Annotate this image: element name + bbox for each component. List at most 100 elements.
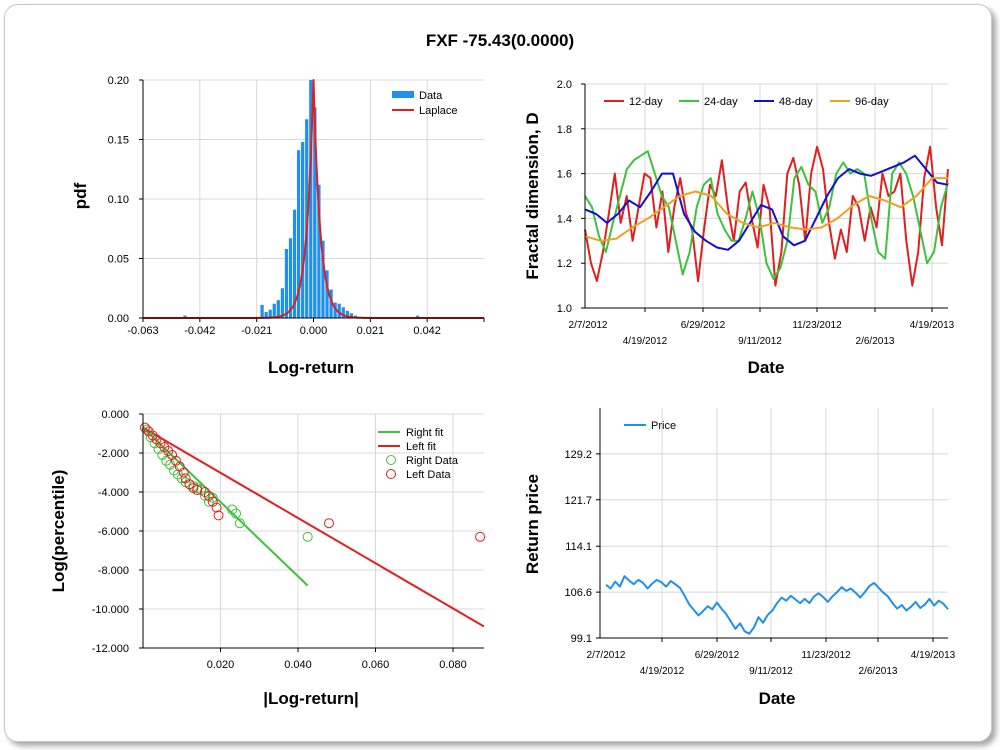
chart3-left-data-point: [184, 479, 195, 490]
chart3-right-data-point: [161, 455, 172, 466]
chart1-bar: [284, 248, 289, 318]
chart1-ytick-label: 0.10: [108, 194, 129, 206]
chart1-xtick-label: -0.042: [184, 325, 215, 337]
chart3-left-data-point: [324, 518, 334, 529]
chart2-series-12-day: [584, 145, 949, 287]
chart2-xlabel: Date: [748, 358, 785, 377]
chart4-xtick-label: 9/11/2012: [749, 666, 793, 677]
chart3-right-data-point: [176, 473, 187, 484]
chart4-xtick-label: 4/19/2012: [640, 666, 685, 677]
chart3-legend-swatch: [386, 455, 396, 465]
chart2-ytick-label: 1.0: [557, 303, 572, 315]
chart3-left-data-point: [200, 487, 210, 497]
chart4-xtick-label: 11/23/2012: [801, 650, 851, 661]
chart1-xtick-label: 0.000: [300, 325, 328, 337]
chart3-right-data-point: [302, 531, 313, 542]
chart1-bar: [292, 209, 297, 318]
chart1-ylabel: pdf: [71, 182, 90, 209]
chart1-xtick-label: -0.021: [241, 325, 272, 337]
chart4-ytick-label: 129.2: [564, 449, 592, 461]
chart1-bar: [416, 315, 420, 318]
chart2-xtick-label: 9/11/2012: [738, 336, 782, 347]
chart1-bar: [325, 270, 329, 318]
chart1-xtick-label: -0.063: [127, 325, 158, 337]
chart3-left-data-point: [211, 502, 222, 513]
chart3-ytick-label: -2.000: [98, 448, 129, 460]
chart3-xtick-label: 0.040: [284, 659, 312, 671]
chart4-price-line: [605, 575, 949, 635]
chart4-ytick-label: 99.1: [571, 633, 592, 645]
chart1-bar: [268, 309, 272, 318]
chart1-legend-laplace: Laplace: [419, 105, 458, 117]
chart3-right-data-point: [227, 504, 238, 515]
chart4-ytick-label: 106.6: [564, 587, 592, 599]
chart1-ytick-label: 0.00: [108, 313, 129, 325]
chart3-legend-swatch: [386, 469, 396, 479]
chart3-right-data-point: [172, 469, 183, 480]
chart1-bar: [260, 304, 264, 318]
chart3-left-data-point: [155, 438, 166, 449]
chart2-ytick-label: 1.4: [557, 213, 572, 225]
chart3-xlabel: |Log-return|: [263, 689, 358, 708]
chart3-left-data-point: [178, 467, 189, 478]
chart1-bar: [301, 141, 305, 318]
chart3-left-data-point: [213, 510, 224, 521]
chart2-ytick-label: 1.6: [557, 169, 572, 181]
chart3-legend-label: Right Data: [406, 455, 459, 467]
chart1-legend-data: Data: [419, 90, 443, 102]
chart2-series-24-day: [584, 150, 949, 280]
chart3-left-data-point: [475, 531, 486, 542]
chart3-ytick-label: -8.000: [98, 565, 129, 577]
chart3-legend-label: Left fit: [406, 441, 436, 453]
chart1-bar: [276, 300, 280, 318]
chart-frame: [4, 4, 992, 742]
chart3-ytick-label: -10.000: [92, 604, 129, 616]
chart2-xtick-label: 6/29/2012: [681, 320, 726, 331]
chart3-left-fit-line: [142, 426, 485, 628]
chart1-bar: [280, 288, 285, 318]
chart3-left-data-point: [159, 442, 170, 453]
chart1-xtick-label: 0.042: [413, 325, 441, 337]
chart3-left-data-point: [192, 485, 203, 496]
chart3-xtick-label: 0.080: [439, 659, 467, 671]
chart1-bar: [313, 107, 317, 319]
chart4-ytick-label: 121.7: [564, 495, 592, 507]
chart2-legend-label: 96-day: [855, 96, 889, 108]
chart3-ytick-label: -12.000: [92, 643, 129, 655]
chart3-xtick-label: 0.060: [362, 659, 390, 671]
chart3-ylabel: Log(percentile): [49, 470, 68, 593]
chart2-series-96-day: [584, 177, 948, 242]
chart1-bar: [183, 315, 187, 318]
chart1-xlabel: Log-return: [268, 358, 354, 377]
chart1-bar: [309, 80, 313, 318]
chart2-ytick-label: 1.8: [557, 124, 572, 136]
page-title: FXF -75.43(0.0000): [425, 31, 575, 50]
chart2-legend-label: 24-day: [704, 96, 738, 108]
chart1-bar: [296, 150, 301, 318]
chart3-right-fit-line: [142, 426, 309, 587]
chart3-legend-label: Left Data: [406, 469, 452, 481]
chart1-ytick-label: 0.15: [108, 135, 129, 147]
chart4-xtick-label: 2/6/2013: [859, 666, 898, 677]
chart1-bar: [317, 184, 321, 318]
chart2-ytick-label: 2.0: [557, 79, 572, 91]
chart3-ytick-label: -6.000: [98, 526, 129, 538]
chart3-legend-label: Right fit: [406, 427, 443, 439]
chart3-left-data-point: [143, 426, 154, 437]
chart3-right-data-point: [203, 496, 214, 507]
chart4-ylabel: Return price: [523, 474, 542, 574]
chart2-series-48-day: [584, 154, 949, 251]
chart2-legend-label: 12-day: [629, 96, 663, 108]
chart3-ytick-label: 0.000: [101, 409, 129, 421]
chart2-xtick-label: 4/19/2013: [910, 320, 955, 331]
chart1-bar: [341, 307, 345, 318]
chart1-bar: [321, 240, 325, 318]
chart3-left-data-point: [163, 446, 174, 457]
chart3-right-data-point: [234, 518, 245, 529]
chart4-xtick-label: 4/19/2013: [911, 650, 956, 661]
chart1-bar: [345, 310, 349, 318]
chart2-legend-label: 48-day: [779, 96, 813, 108]
chart3-xtick-label: 0.020: [207, 659, 235, 671]
chart3-left-data-point: [151, 434, 162, 445]
chart2-ylabel: Fractal dimension, D: [523, 112, 542, 279]
